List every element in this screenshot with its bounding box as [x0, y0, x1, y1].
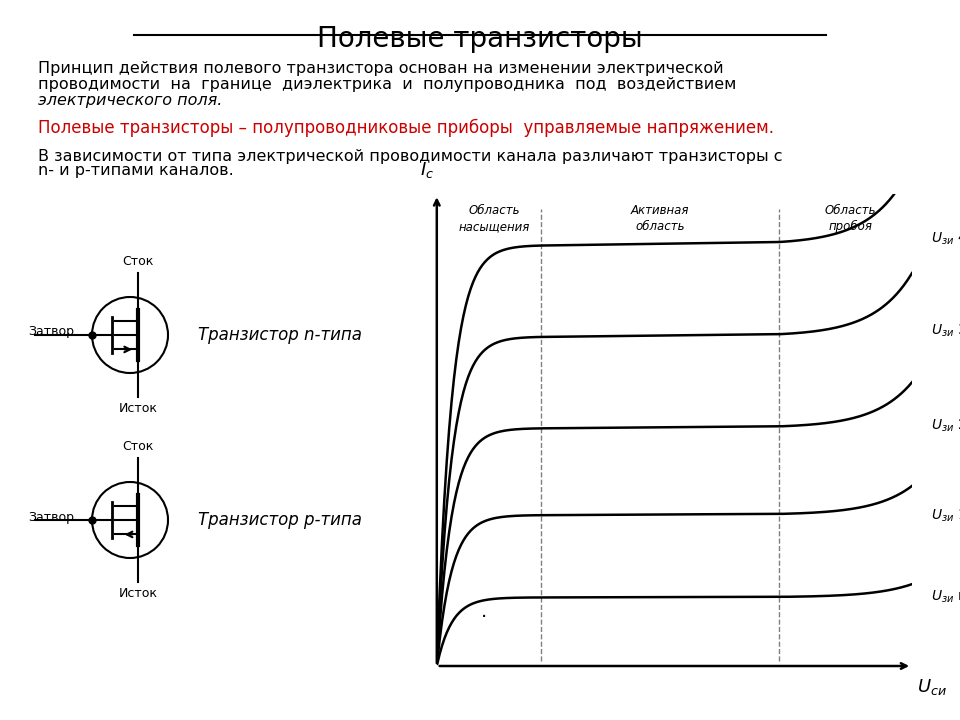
- Text: $U_{зи}$ 1 > $U_{зи}$ пор: $U_{зи}$ 1 > $U_{зи}$ пор: [931, 507, 960, 523]
- Text: Полевые транзисторы – полупроводниковые приборы  управляемые напряжением.: Полевые транзисторы – полупроводниковые …: [38, 119, 775, 137]
- Text: Затвор: Затвор: [28, 510, 74, 523]
- Text: электрического поля.: электрического поля.: [38, 93, 223, 108]
- Text: n- и р-типами каналов.: n- и р-типами каналов.: [38, 163, 234, 179]
- Text: Область
пробоя: Область пробоя: [825, 204, 876, 233]
- Text: Область
насыщения: Область насыщения: [458, 204, 530, 233]
- Text: В зависимости от типа электрической проводимости канала различают транзисторы с: В зависимости от типа электрической пров…: [38, 149, 783, 164]
- Text: Сток: Сток: [122, 440, 154, 453]
- Text: Полевые транзисторы: Полевые транзисторы: [317, 25, 643, 53]
- Text: Исток: Исток: [118, 402, 157, 415]
- Text: Активная
область: Активная область: [631, 204, 689, 233]
- Text: Затвор: Затвор: [28, 325, 74, 338]
- Text: $U_{зи}$ 4 > $U_{зи}$ 3: $U_{зи}$ 4 > $U_{зи}$ 3: [931, 231, 960, 248]
- Text: Сток: Сток: [122, 255, 154, 268]
- Text: Транзистор р-типа: Транзистор р-типа: [198, 511, 362, 529]
- Text: $I_c$: $I_c$: [420, 161, 434, 180]
- Text: $U_{си}$: $U_{си}$: [917, 678, 947, 697]
- Text: $U_{зи}$ 2 > $U_{зи}$ 1: $U_{зи}$ 2 > $U_{зи}$ 1: [931, 418, 960, 433]
- Text: Транзистор n-типа: Транзистор n-типа: [198, 326, 362, 344]
- Text: проводимости  на  границе  диэлектрика  и  полупроводника  под  воздействием: проводимости на границе диэлектрика и по…: [38, 77, 736, 92]
- Text: .: .: [481, 602, 488, 621]
- Text: $U_{зи}$ пор: $U_{зи}$ пор: [931, 588, 960, 605]
- Text: Принцип действия полевого транзистора основан на изменении электрической: Принцип действия полевого транзистора ос…: [38, 61, 724, 76]
- Text: Исток: Исток: [118, 587, 157, 600]
- Text: $U_{зи}$ 3 > $U_{зи}$ 2: $U_{зи}$ 3 > $U_{зи}$ 2: [931, 323, 960, 339]
